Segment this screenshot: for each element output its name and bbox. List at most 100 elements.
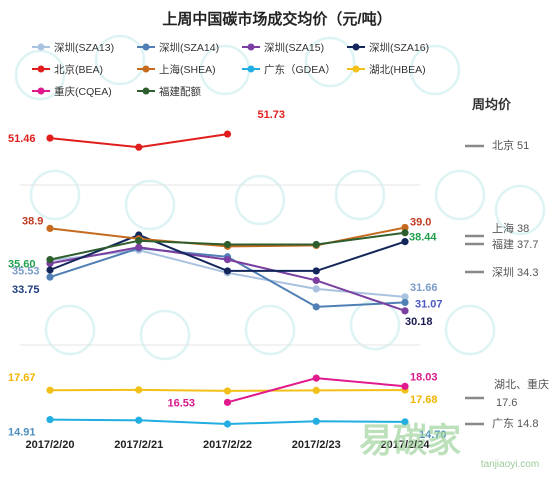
brand-watermark: 易碳家 tanjiaoyi.com xyxy=(359,422,539,470)
data-point xyxy=(401,298,409,307)
watermark-ring xyxy=(444,304,496,356)
legend-entry: 北京(BEA) xyxy=(32,63,103,76)
watermark-ring xyxy=(334,169,386,221)
legend-entry: 深圳(SZA13) xyxy=(32,42,114,54)
data-point xyxy=(401,418,409,426)
data-label: 38.44 xyxy=(409,232,437,244)
data-point xyxy=(46,266,54,274)
data-point xyxy=(401,229,409,237)
data-label: 51.46 xyxy=(8,133,36,145)
legend-marker xyxy=(142,43,150,51)
data-label: 35.60 xyxy=(8,259,36,271)
data-label: 14.91 xyxy=(8,427,36,439)
weekly-average-label: 深圳 34.3 xyxy=(492,266,538,279)
data-point xyxy=(223,267,232,275)
legend-marker xyxy=(142,65,150,73)
watermark-ring xyxy=(409,44,461,96)
watermark-ring xyxy=(244,304,296,356)
data-label: 14.70 xyxy=(419,429,447,441)
watermark-pattern xyxy=(14,34,546,361)
data-point xyxy=(135,416,143,424)
data-label: 18.03 xyxy=(410,371,438,383)
data-point xyxy=(46,256,54,264)
legend-label: 广东（GDEA） xyxy=(264,63,336,76)
x-tick-label: 2017/2/24 xyxy=(381,439,431,451)
legend-label: 重庆(CQEA) xyxy=(54,85,112,98)
data-label: 51.73 xyxy=(258,109,286,121)
data-point xyxy=(401,382,409,390)
data-point xyxy=(135,386,143,394)
data-label: 16.53 xyxy=(168,397,196,409)
data-point xyxy=(46,224,54,232)
data-point xyxy=(223,398,232,406)
data-label: 38.9 xyxy=(22,215,43,227)
data-point xyxy=(223,256,232,264)
legend-label: 深圳(SZA16) xyxy=(369,42,429,54)
data-point xyxy=(312,386,320,394)
data-label: 17.67 xyxy=(8,372,36,384)
legend-marker xyxy=(142,87,150,95)
data-point xyxy=(312,240,320,249)
side-header: 周均价 xyxy=(472,97,512,112)
legend-marker xyxy=(352,43,360,51)
data-label: 31.07 xyxy=(415,298,443,310)
legend-marker xyxy=(247,65,255,73)
watermark-ring xyxy=(234,174,286,226)
data-label: 33.75 xyxy=(12,284,40,296)
chart-title: 上周中国碳市场成交均价（元/吨） xyxy=(162,10,391,28)
legend-label: 深圳(SZA15) xyxy=(264,42,324,54)
x-tick-label: 2017/2/20 xyxy=(26,439,75,451)
watermark-ring xyxy=(494,184,546,236)
data-point xyxy=(135,237,143,245)
weekly-average-label: 湖北、重庆 xyxy=(494,377,549,391)
data-point xyxy=(135,143,143,151)
data-point xyxy=(46,273,54,281)
x-tick-label: 2017/2/22 xyxy=(203,439,252,451)
data-point xyxy=(223,130,232,138)
legend-label: 湖北(HBEA) xyxy=(369,64,426,76)
weekly-average-label: 上海 38 xyxy=(492,221,529,235)
legend-entry: 重庆(CQEA) xyxy=(32,85,112,98)
brand-site-text: tanjiaoyi.com xyxy=(481,459,539,470)
legend-label: 上海(SHEA) xyxy=(159,63,216,76)
data-point xyxy=(312,267,320,275)
legend-entry: 上海(SHEA) xyxy=(137,63,216,76)
watermark-ring xyxy=(94,34,146,86)
data-point xyxy=(46,416,54,424)
legend-entry: 深圳(SZA15) xyxy=(242,42,324,54)
x-tick-label: 2017/2/21 xyxy=(114,439,163,451)
legend-entry: 福建配额 xyxy=(137,85,201,98)
legend-label: 北京(BEA) xyxy=(54,63,103,76)
legend-entry: 深圳(SZA14) xyxy=(137,42,219,54)
watermark-ring xyxy=(124,179,176,231)
legend-marker xyxy=(37,43,45,51)
watermark-ring xyxy=(14,49,66,101)
weekly-average-label: 北京 51 xyxy=(492,138,529,152)
weekly-average-label: 福建 37.7 xyxy=(492,237,538,251)
watermark-ring xyxy=(304,36,356,88)
legend-entry: 湖北(HBEA) xyxy=(347,64,426,76)
data-point xyxy=(401,293,409,301)
legend-marker xyxy=(37,87,45,95)
data-label: 31.66 xyxy=(410,282,438,294)
legend-marker xyxy=(37,65,45,73)
data-point xyxy=(312,303,320,311)
data-point xyxy=(401,238,409,246)
legend-entry: 广东（GDEA） xyxy=(242,63,336,76)
legend-entry: 深圳(SZA16) xyxy=(347,42,429,54)
watermark-ring xyxy=(44,304,96,356)
data-point xyxy=(46,134,54,142)
weekly-average-label: 17.6 xyxy=(496,397,517,409)
legend-label: 深圳(SZA13) xyxy=(54,42,114,54)
data-point xyxy=(312,285,320,293)
watermark-ring xyxy=(139,309,191,361)
data-point xyxy=(46,386,54,394)
watermark-ring xyxy=(434,169,486,221)
data-label: 30.18 xyxy=(405,316,433,328)
legend-marker xyxy=(352,65,360,73)
data-label: 17.68 xyxy=(410,394,438,406)
legend-marker xyxy=(247,43,255,51)
data-point xyxy=(223,420,232,428)
legend-label: 深圳(SZA14) xyxy=(159,42,219,54)
data-label: 35.53 xyxy=(12,265,40,277)
